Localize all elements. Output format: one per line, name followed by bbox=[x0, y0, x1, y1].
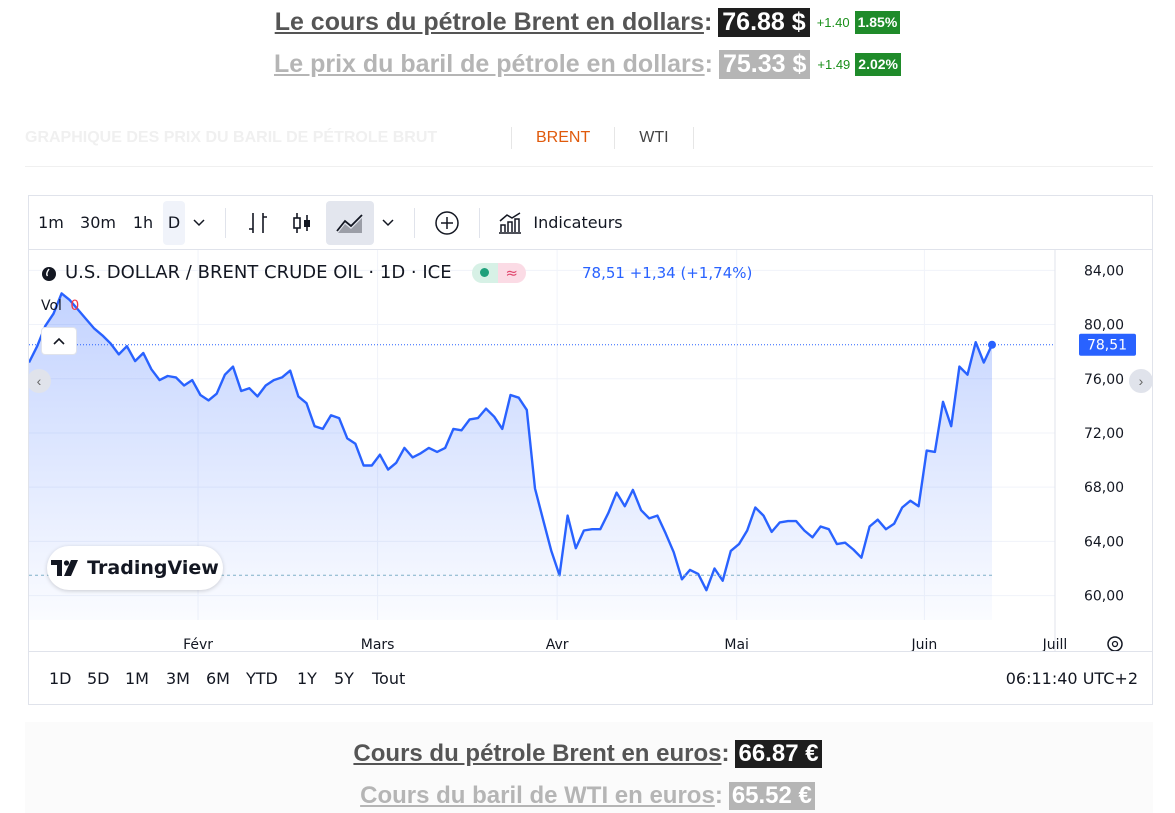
tradingview-logo-text: TradingView bbox=[87, 557, 219, 579]
divider bbox=[414, 207, 415, 238]
bar-chart-icon[interactable] bbox=[238, 201, 278, 245]
wti-usd-link[interactable]: Le prix du baril de pétrole en dollars bbox=[273, 50, 705, 78]
symbol-name[interactable]: U.S. DOLLAR / BRENT CRUDE OIL · 1D · ICE bbox=[65, 262, 452, 283]
wti-eur-value: 65.52 € bbox=[728, 782, 815, 810]
price-chart[interactable]: 84,00 80,00 76,00 72,00 68,00 64,00 60,00 Févr M… bbox=[29, 250, 1152, 652]
brent-eur-price-line: Cours du pétrole Brent en euros: 66.87 € bbox=[0, 740, 1175, 768]
last-price-dot bbox=[988, 340, 996, 349]
scroll-right-button[interactable]: › bbox=[1129, 369, 1152, 393]
volume-value: 0 bbox=[70, 298, 80, 314]
area-chart-icon[interactable] bbox=[326, 200, 374, 245]
wti-eur-price-line: Cours du baril de WTI en euros: 65.52 € bbox=[0, 782, 1175, 810]
divider bbox=[225, 207, 226, 238]
chart-toolbar: 1m 30m 1h D Indicateurs bbox=[29, 196, 1152, 250]
brent-usd-percent-badge: 1.85% bbox=[854, 11, 901, 34]
wti-usd-percent-badge: 2.02% bbox=[855, 53, 901, 76]
price-line bbox=[29, 292, 994, 592]
oil-drop-icon bbox=[41, 264, 57, 282]
chart-axes: 84,00 80,00 76,00 72,00 68,00 64,00 60,00 Févr M… bbox=[183, 250, 1136, 652]
brent-usd-value: 76.88 $ bbox=[718, 8, 810, 37]
y-tick-label: 72,00 bbox=[1084, 426, 1124, 442]
volume-label: Vol bbox=[41, 298, 62, 314]
y-tick-label: 68,00 bbox=[1084, 480, 1124, 496]
y-tick-label: 60,00 bbox=[1084, 589, 1124, 605]
scroll-left-button[interactable]: ‹ bbox=[29, 369, 51, 393]
tab-brent[interactable]: BRENT bbox=[511, 127, 614, 149]
range-5y-button[interactable]: 5Y bbox=[334, 669, 354, 688]
last-price-label: 78,51 bbox=[1087, 338, 1127, 354]
x-tick-label: Mars bbox=[361, 637, 395, 652]
x-tick-label: Juill bbox=[1042, 637, 1068, 652]
wti-eur-link[interactable]: Cours du baril de WTI en euros bbox=[360, 782, 715, 809]
chart-area-fill bbox=[29, 292, 1055, 620]
timezone-clock[interactable]: 06:11:40 UTC+2 bbox=[1005, 669, 1138, 688]
brent-eur-link[interactable]: Cours du pétrole Brent en euros bbox=[353, 740, 722, 767]
brent-usd-link[interactable]: Le cours du pétrole Brent en dollars bbox=[274, 8, 704, 36]
settings-gear-icon[interactable] bbox=[1107, 636, 1123, 652]
brent-eur-value: 66.87 € bbox=[735, 740, 822, 768]
indicators-button[interactable]: Indicateurs bbox=[533, 213, 623, 232]
volume-legend: Vol 0 bbox=[41, 298, 79, 314]
divider bbox=[479, 207, 480, 238]
range-6m-button[interactable]: 6M bbox=[206, 669, 230, 688]
wti-usd-value: 75.33 $ bbox=[718, 50, 811, 79]
colon: : bbox=[721, 740, 730, 767]
range-1d-button[interactable]: 1D bbox=[49, 669, 72, 688]
range-ytd-button[interactable]: YTD bbox=[246, 669, 278, 688]
range-3m-button[interactable]: 3M bbox=[166, 669, 190, 688]
market-status-icon: ≈ bbox=[471, 262, 526, 283]
compare-plus-icon[interactable] bbox=[427, 201, 467, 245]
wti-usd-price-line: Le prix du baril de pétrole en dollars: … bbox=[0, 50, 1175, 79]
colon: : bbox=[703, 8, 713, 36]
chevron-down-icon[interactable] bbox=[374, 201, 402, 245]
price-area bbox=[29, 293, 992, 620]
y-tick-label: 84,00 bbox=[1084, 263, 1124, 279]
timeframe-d-button[interactable]: D bbox=[163, 200, 185, 245]
range-all-button[interactable]: Tout bbox=[372, 669, 406, 688]
tab-wti[interactable]: WTI bbox=[614, 127, 694, 149]
last-price-badge bbox=[1079, 333, 1136, 356]
chart-tabs-bar: GRAPHIQUE DES PRIX DU BARIL DE PÉTROLE B… bbox=[25, 110, 1153, 167]
timeframe-30m-button[interactable]: 30m bbox=[80, 213, 116, 232]
timeframe-1m-button[interactable]: 1m bbox=[38, 213, 64, 232]
x-tick-label: Févr bbox=[183, 637, 213, 652]
range-1y-button[interactable]: 1Y bbox=[297, 669, 317, 688]
chevron-up-icon bbox=[53, 337, 65, 345]
chevron-down-icon[interactable] bbox=[185, 201, 213, 245]
collapse-legend-button[interactable] bbox=[41, 327, 77, 355]
candlestick-icon[interactable] bbox=[278, 201, 326, 245]
colon: : bbox=[704, 50, 713, 78]
wti-usd-change: +1.49 bbox=[817, 57, 851, 72]
x-tick-label: Juin bbox=[911, 637, 938, 652]
timeframe-1h-button[interactable]: 1h bbox=[132, 213, 154, 232]
chart-section-title: GRAPHIQUE DES PRIX DU BARIL DE PÉTROLE B… bbox=[25, 129, 438, 146]
tradingview-chart-widget: 1m 30m 1h D Indicateurs bbox=[28, 195, 1153, 705]
x-tick-label: Mai bbox=[724, 637, 749, 652]
x-tick-label: Avr bbox=[546, 637, 569, 652]
range-5d-button[interactable]: 5D bbox=[87, 669, 110, 688]
tradingview-icon bbox=[51, 560, 79, 576]
y-tick-label: 64,00 bbox=[1084, 534, 1124, 550]
last-price-quote: 78,51 +1,34 (+1,74%) bbox=[582, 264, 753, 282]
range-bar: 1D 5D 1M 3M 6M YTD 1Y 5Y Tout 06:11:40 U… bbox=[29, 651, 1152, 704]
footer-panel bbox=[25, 722, 1153, 813]
symbol-legend: U.S. DOLLAR / BRENT CRUDE OIL · 1D · ICE… bbox=[41, 262, 526, 283]
y-tick-label: 76,00 bbox=[1084, 372, 1124, 388]
brent-usd-price-line: Le cours du pétrole Brent en dollars: 76… bbox=[0, 8, 1175, 37]
indicators-icon[interactable] bbox=[492, 201, 528, 245]
tradingview-logo[interactable]: TradingView bbox=[47, 546, 223, 590]
colon: : bbox=[714, 782, 723, 809]
range-1m-button[interactable]: 1M bbox=[125, 669, 149, 688]
brent-usd-change: +1.40 bbox=[816, 15, 850, 30]
y-tick-label: 80,00 bbox=[1084, 318, 1124, 334]
